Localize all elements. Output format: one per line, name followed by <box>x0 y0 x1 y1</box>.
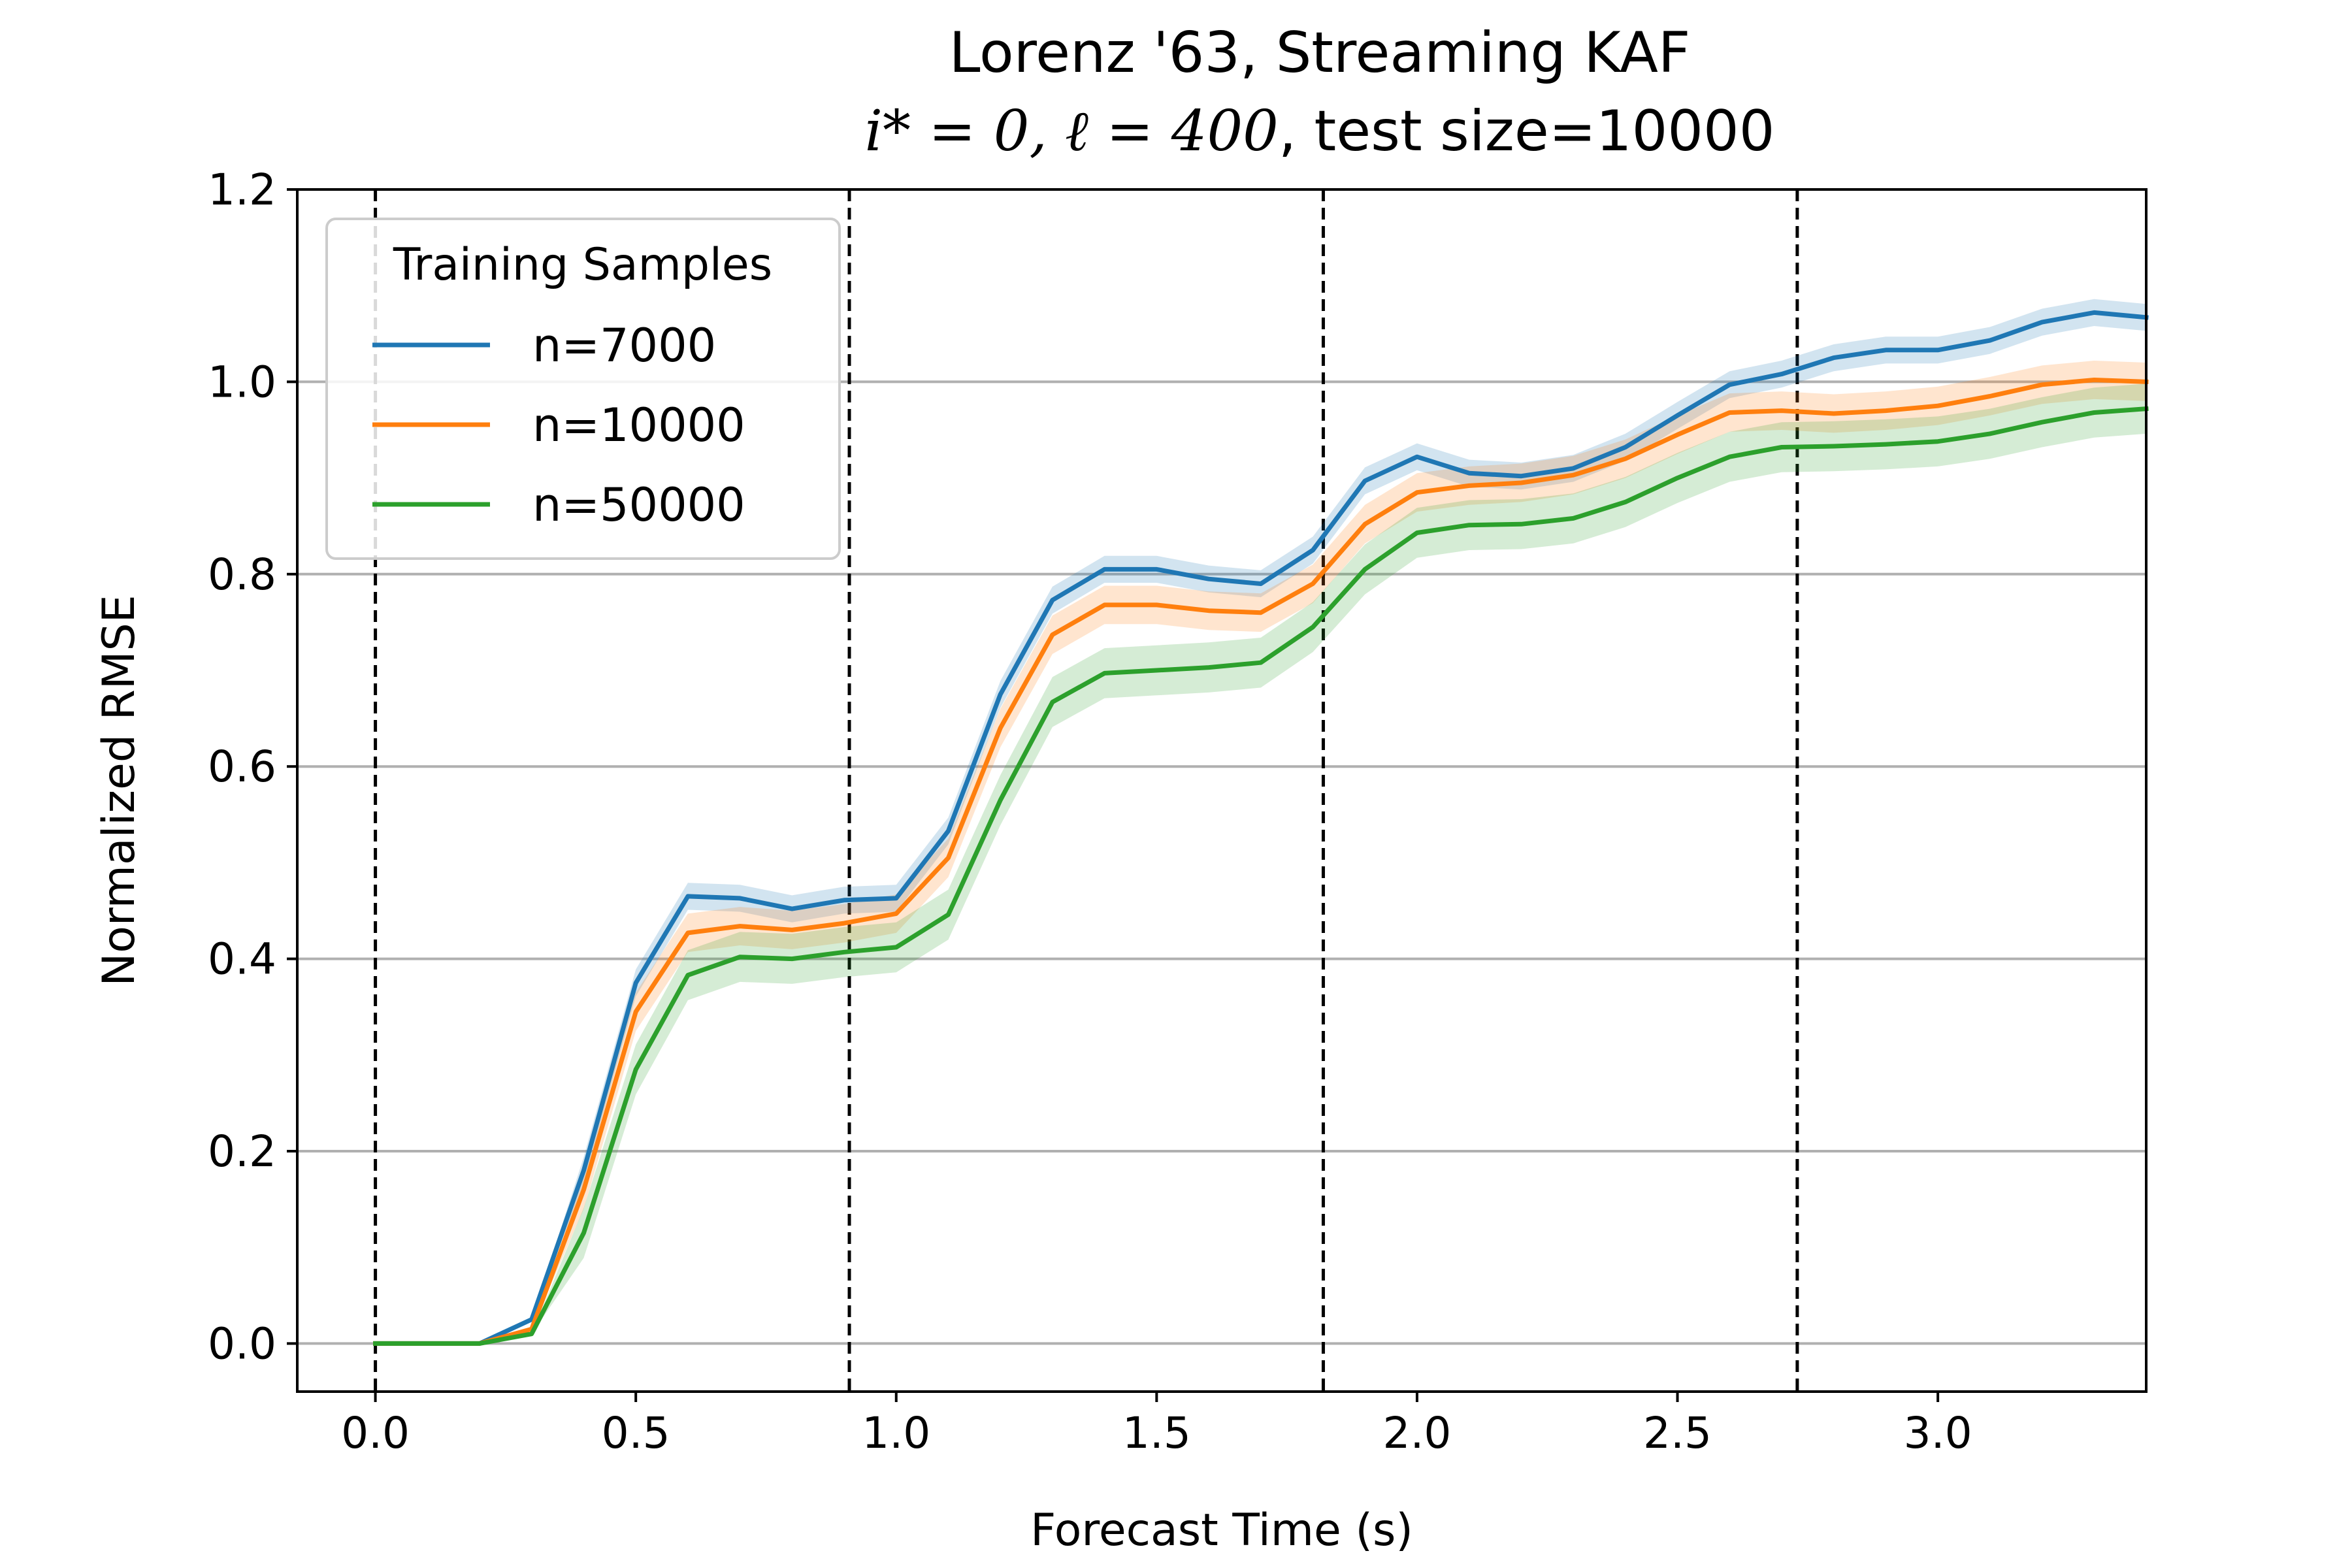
legend-title: Training Samples <box>393 239 772 291</box>
y-tick-label: 0.2 <box>208 1126 276 1177</box>
legend: Training Samples n=7000 n=10000 n=50000 <box>325 218 841 560</box>
series-line-n=50000 <box>373 406 2149 1346</box>
x-tick-label: 2.0 <box>1382 1408 1451 1458</box>
chart-title-math: i* = 0, ℓ = 400 <box>865 99 1279 164</box>
y-tick-label: 1.2 <box>208 165 276 215</box>
x-axis-label: Forecast Time (s) <box>1030 1505 1413 1556</box>
x-axis-ticks: 0.0 0.5 1.0 1.5 2.0 2.5 3.0 <box>341 1392 1972 1458</box>
legend-label-n=50000: n=50000 <box>532 478 745 532</box>
y-tick-label: 0.8 <box>208 549 276 600</box>
x-tick-label: 2.5 <box>1643 1408 1712 1458</box>
legend-box <box>325 218 841 560</box>
x-tick-label: 1.0 <box>862 1408 930 1458</box>
legend-label-n=7000: n=7000 <box>532 319 716 372</box>
x-tick-label: 0.0 <box>341 1408 410 1458</box>
y-axis-label: Normalized RMSE <box>93 595 145 986</box>
y-tick-label: 0.6 <box>208 742 276 792</box>
series-line-n=7000 <box>373 310 2149 1346</box>
y-tick-label: 1.0 <box>208 357 276 407</box>
series-line-n=10000 <box>373 378 2149 1346</box>
y-tick-label: 0.0 <box>208 1318 276 1369</box>
legend-label-n=10000: n=10000 <box>532 399 745 452</box>
axes-frame <box>296 188 2148 1393</box>
x-tick-label: 0.5 <box>602 1408 670 1458</box>
x-tick-label: 3.0 <box>1904 1408 1972 1458</box>
series-lines <box>373 310 2149 1346</box>
legend-entries: n=7000 n=10000 n=50000 <box>372 319 745 532</box>
chart-title-line1: Lorenz '63, Streaming KAF <box>949 20 1691 86</box>
y-axis-ticks: 0.0 0.2 0.4 0.6 0.8 1.0 1.2 <box>208 165 297 1369</box>
chart-title-rest: , test size=10000 <box>1279 99 1775 164</box>
x-tick-label: 1.5 <box>1122 1408 1191 1458</box>
y-tick-label: 0.4 <box>208 934 276 985</box>
chart-title-line2: i* = 0, ℓ = 400, test size=10000 <box>865 99 1775 164</box>
